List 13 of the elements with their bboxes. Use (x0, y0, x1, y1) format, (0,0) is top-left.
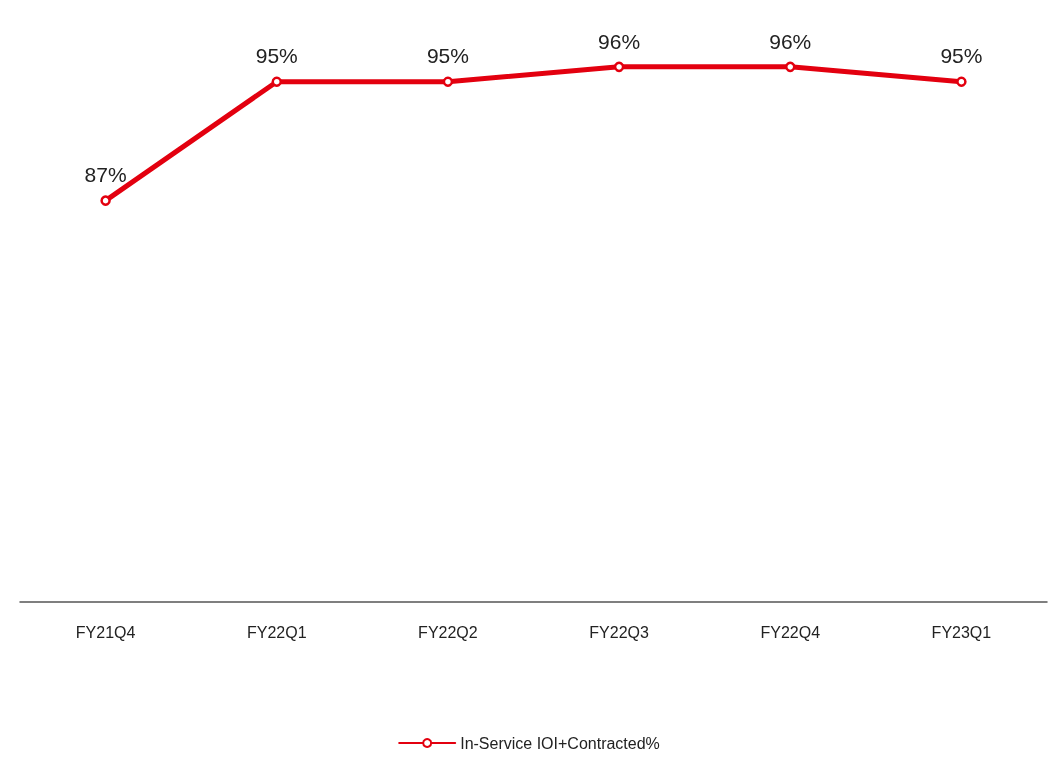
data-label: 96% (769, 29, 812, 53)
x-tick-label: FY22Q1 (246, 623, 307, 641)
data-label: 96% (598, 29, 641, 53)
data-label: 87% (84, 163, 127, 187)
x-tick-label: FY22Q2 (418, 623, 478, 641)
x-tick-label: FY22Q4 (760, 623, 821, 641)
x-tick-label: FY21Q4 (75, 623, 136, 641)
data-label: 95% (255, 44, 298, 68)
data-label: 95% (940, 44, 983, 68)
x-tick-label: FY22Q3 (589, 623, 649, 641)
data-label: 95% (426, 44, 469, 68)
legend-label: In-Service IOI+Contracted% (460, 734, 660, 752)
x-tick-label: FY23Q1 (931, 623, 992, 641)
